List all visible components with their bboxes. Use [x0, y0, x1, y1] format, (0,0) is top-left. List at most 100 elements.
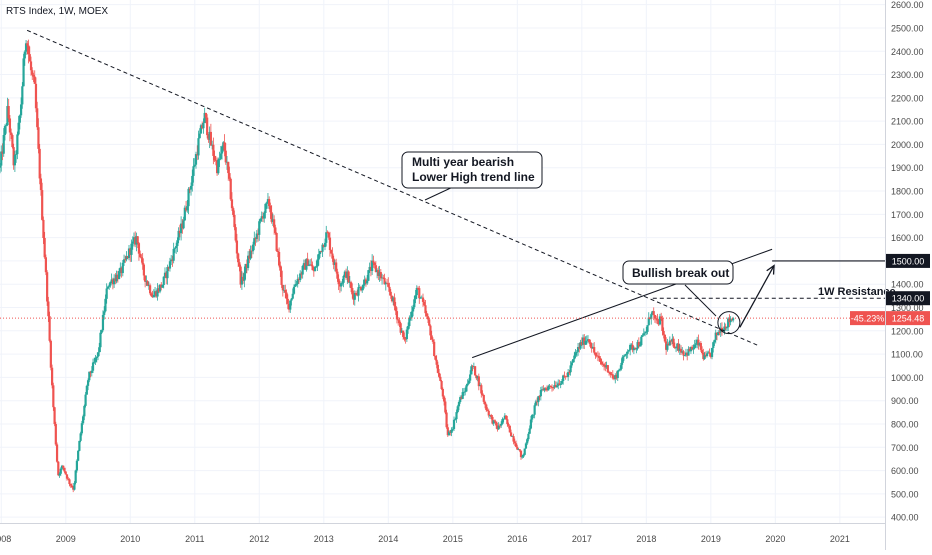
candle-body — [98, 347, 101, 353]
candle-body — [547, 386, 550, 391]
candle-body — [492, 420, 495, 424]
candle-body — [615, 374, 618, 379]
candle-body — [230, 199, 234, 209]
candle-body — [607, 372, 611, 373]
candle-body — [173, 248, 177, 249]
candle-body — [85, 385, 88, 395]
candle-body — [38, 148, 41, 179]
y-tick-label: 1300.00 — [891, 303, 924, 313]
candle-body — [671, 338, 674, 342]
candle-body — [333, 262, 337, 265]
candle-body — [503, 415, 506, 419]
candle-body — [307, 264, 310, 266]
candle-body — [135, 236, 138, 245]
candle-body — [26, 43, 29, 46]
candle-body — [166, 267, 169, 279]
candle-body — [322, 244, 325, 247]
price-badge-text: 1254.48 — [892, 314, 925, 324]
candle-body — [172, 248, 175, 261]
candle-body — [462, 391, 466, 393]
candle-body — [435, 359, 438, 365]
candle-body — [299, 273, 302, 281]
candle-body — [16, 134, 19, 155]
candle-body — [588, 339, 591, 343]
candle-body — [125, 256, 128, 260]
candle-body — [385, 282, 389, 284]
candle-body — [2, 134, 5, 154]
candle-body — [336, 271, 339, 279]
candle-body — [609, 372, 612, 375]
candle-body — [629, 344, 632, 351]
candle-body — [429, 325, 432, 336]
candle-body — [576, 347, 580, 352]
candle-body — [279, 265, 282, 271]
candle-body — [256, 233, 260, 235]
candle-body — [295, 283, 298, 285]
candle-body — [585, 340, 588, 342]
candle-body — [119, 267, 122, 272]
candle-body — [21, 86, 24, 105]
candle-body — [46, 272, 49, 302]
candle-body — [232, 208, 235, 215]
candle-body — [83, 405, 86, 417]
candle-body — [318, 251, 322, 255]
candle-body — [243, 273, 246, 281]
candle-body — [12, 147, 15, 166]
candle-body — [696, 339, 699, 344]
candle-body — [440, 380, 443, 389]
candle-body — [715, 332, 719, 336]
candle-body — [176, 240, 179, 247]
candle-body — [74, 470, 77, 483]
candle-body — [13, 154, 16, 166]
candle-body — [441, 388, 444, 397]
candle-body — [115, 274, 118, 282]
candle-body — [673, 346, 676, 348]
price-badge — [886, 253, 930, 268]
candle-body — [408, 318, 411, 327]
candle-body — [477, 376, 480, 387]
candle-body — [27, 45, 30, 55]
candle-body — [139, 253, 142, 258]
candle-body — [378, 272, 381, 276]
candle-body — [707, 352, 710, 354]
candle-body — [507, 424, 510, 426]
x-tick-label: 2020 — [765, 534, 785, 544]
y-tick-label: 2300.00 — [891, 70, 924, 80]
candle-body — [53, 407, 56, 425]
candle-body — [17, 122, 20, 135]
candle-body — [328, 237, 332, 251]
candle-body — [434, 355, 437, 360]
candle-body — [431, 339, 435, 342]
candle-body — [684, 352, 688, 356]
candle-body — [22, 58, 25, 87]
candle-body — [75, 460, 79, 471]
candle-body — [57, 461, 60, 476]
x-tick-label: 2019 — [701, 534, 721, 544]
overlays: Multi year bearish Lower High trend line… — [0, 29, 896, 359]
candle-body — [513, 441, 516, 444]
candle-body — [709, 353, 712, 357]
candle-body — [631, 344, 634, 351]
y-tick-label: 600.00 — [891, 466, 919, 476]
candle-body — [249, 250, 252, 259]
y-tick-label: 2200.00 — [891, 93, 924, 103]
candle-body — [444, 401, 447, 413]
candle-body — [653, 315, 657, 319]
candle-body — [718, 332, 721, 333]
y-tick-label: 2600.00 — [891, 0, 924, 10]
candle-body — [264, 203, 267, 213]
candle-body — [464, 391, 467, 393]
candle-body — [147, 285, 150, 287]
candle-body — [170, 259, 173, 262]
candle-body — [286, 298, 289, 304]
candle-body — [29, 61, 33, 71]
candle-body — [224, 150, 227, 163]
candle-body — [273, 219, 276, 228]
candle-body — [146, 281, 149, 286]
candle-body — [233, 214, 236, 228]
candle-body — [352, 294, 355, 300]
candle-body — [33, 76, 36, 84]
candle-body — [526, 439, 529, 444]
candle-body — [187, 188, 190, 207]
candle-body — [127, 248, 131, 258]
